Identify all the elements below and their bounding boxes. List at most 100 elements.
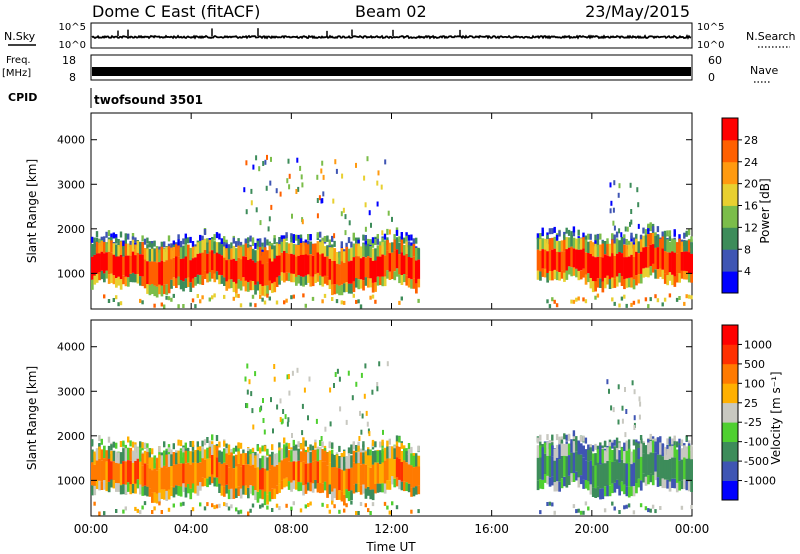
range-cell [230,465,233,489]
range-cell [584,252,588,275]
range-cell [352,293,355,298]
range-cell [340,469,344,492]
range-cell [307,274,310,283]
range-cell [223,246,226,258]
range-cell [215,252,219,272]
range-cell [625,303,628,308]
range-cell [225,502,228,507]
range-cell [230,242,233,249]
range-cell [211,239,214,251]
range-cell [187,277,190,287]
range-cell [395,440,399,447]
range-cell [235,488,238,498]
range-cell [685,251,689,272]
range-cell [663,230,667,237]
range-cell [548,440,552,446]
range-cell [242,453,245,465]
range-cell [288,390,291,396]
range-cell [170,466,173,487]
range-cell [122,256,125,276]
range-cell [651,452,655,476]
range-cell [639,480,643,491]
range-cell [364,363,367,369]
range-cell [609,208,612,214]
freq-band [92,67,691,76]
range-cell [91,439,94,446]
range-cell [383,483,387,494]
range-cell [560,436,564,443]
range-cell [203,238,207,250]
velocity-ylabel: Slant Range [km] [25,366,39,470]
range-cell [410,234,413,241]
range-cell [570,231,573,238]
range-cell [548,501,552,506]
range-cell [141,453,145,466]
range-cell [388,438,391,445]
range-cell [611,277,614,289]
range-cell [230,452,233,466]
range-cell [412,238,415,245]
range-cell [136,447,140,459]
range-cell [647,267,650,278]
range-cell [299,255,303,277]
range-cell [673,252,677,277]
range-cell [541,268,545,277]
range-cell [341,173,344,179]
range-cell [151,492,154,503]
range-cell [177,239,180,246]
range-cell [374,239,377,245]
range-cell [606,255,609,276]
range-cell [551,249,554,271]
range-cell [146,451,149,465]
range-cell [239,488,243,499]
range-cell [95,449,99,461]
range-cell [640,438,643,444]
range-cell [613,301,616,306]
range-cell [227,248,231,260]
range-cell [220,463,224,486]
range-cell [400,275,404,285]
range-cell [268,280,272,291]
range-cell [668,293,672,298]
range-cell [630,451,633,465]
range-cell [139,510,142,515]
range-cell [243,187,246,193]
range-cell [606,485,609,497]
range-cell [220,255,224,276]
range-cell [683,232,686,239]
range-cell [314,480,317,489]
range-cell [203,449,207,460]
range-cell [155,493,159,504]
range-cell [541,447,545,459]
range-cell [543,474,547,483]
range-cell [558,271,561,281]
range-cell [215,242,219,253]
range-cell [167,283,171,294]
range-cell [316,241,320,253]
range-cell [335,299,339,304]
range-cell [103,480,106,490]
range-cell [551,456,554,477]
range-cell [278,240,281,247]
range-cell [295,461,298,482]
range-cell [259,220,262,226]
range-cell [321,198,324,204]
range-cell [232,468,236,490]
range-cell [271,261,274,284]
range-cell [107,458,111,482]
range-cell [558,442,561,449]
range-cell [572,226,576,233]
range-cell [239,246,243,260]
range-cell [307,244,310,256]
range-cell [611,234,614,240]
range-cell [239,259,243,281]
range-cell [620,232,623,238]
range-cell [381,242,385,255]
range-cell [187,451,190,463]
range-cell [577,229,580,236]
range-cell [376,245,380,257]
range-cell [575,297,578,302]
x-tick-label: 04:00 [174,522,209,536]
range-cell [539,239,542,251]
range-cell [589,460,593,485]
